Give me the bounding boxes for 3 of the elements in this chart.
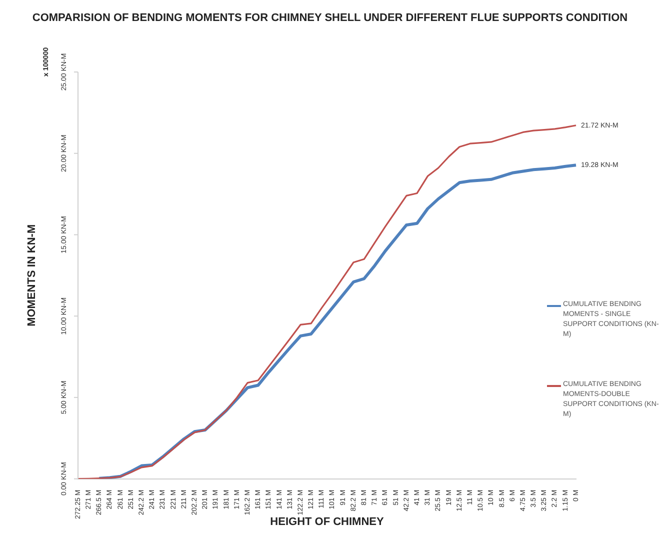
y-axis-title: MOMENTS IN KN-M xyxy=(26,224,38,326)
x-axis-title: HEIGHT OF CHIMNEY xyxy=(270,516,384,528)
chart-title: COMPARISION OF BENDING MOMENTS FOR CHIMNEY SHELL UNDER DIFFERENT FLUE SUPPORTS CONDITION xyxy=(32,12,628,24)
